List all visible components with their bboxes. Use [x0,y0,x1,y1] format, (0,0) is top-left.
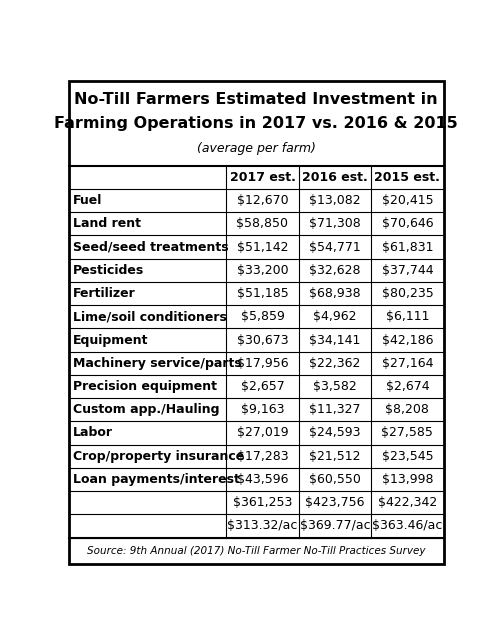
Text: $17,283: $17,283 [236,450,288,463]
Text: No-Till Farmers Estimated Investment in: No-Till Farmers Estimated Investment in [74,93,438,107]
Text: $6,111: $6,111 [386,311,429,323]
Text: 2017 est.: 2017 est. [230,171,296,184]
Text: $30,673: $30,673 [236,334,288,346]
Text: $13,998: $13,998 [382,473,433,486]
Text: Pesticides: Pesticides [72,264,144,277]
Text: 2016 est.: 2016 est. [302,171,368,184]
Text: $11,327: $11,327 [309,403,360,416]
Text: Loan payments/interest: Loan payments/interest [72,473,239,486]
Text: $34,141: $34,141 [309,334,360,346]
Text: 2015 est.: 2015 est. [374,171,440,184]
Text: $61,831: $61,831 [382,241,433,254]
Text: Labor: Labor [72,426,112,440]
Text: Seed/seed treatments: Seed/seed treatments [72,241,228,254]
Text: $54,771: $54,771 [309,241,360,254]
Text: $32,628: $32,628 [309,264,360,277]
Text: $2,674: $2,674 [386,380,429,393]
Text: Equipment: Equipment [72,334,148,346]
Text: Land rent: Land rent [72,217,140,231]
Text: $23,545: $23,545 [382,450,433,463]
Text: $27,585: $27,585 [382,426,434,440]
Text: $20,415: $20,415 [382,194,433,207]
Text: Precision equipment: Precision equipment [72,380,217,393]
Text: $58,850: $58,850 [236,217,288,231]
Text: $13,082: $13,082 [309,194,360,207]
Text: $70,646: $70,646 [382,217,433,231]
Text: $2,657: $2,657 [240,380,284,393]
Text: $43,596: $43,596 [236,473,288,486]
Text: $22,362: $22,362 [309,357,360,370]
Text: $12,670: $12,670 [236,194,288,207]
Text: $369.77/ac: $369.77/ac [300,520,370,532]
Text: $33,200: $33,200 [236,264,288,277]
Text: $361,253: $361,253 [233,497,292,509]
Text: $422,342: $422,342 [378,497,437,509]
Text: $42,186: $42,186 [382,334,433,346]
Text: $363.46/ac: $363.46/ac [372,520,442,532]
Text: (average per farm): (average per farm) [197,142,316,155]
Text: $313.32/ac: $313.32/ac [228,520,298,532]
Text: $27,164: $27,164 [382,357,433,370]
Text: $51,142: $51,142 [236,241,288,254]
Text: Farming Operations in 2017 vs. 2016 & 2015: Farming Operations in 2017 vs. 2016 & 20… [54,116,458,131]
Text: Fuel: Fuel [72,194,102,207]
Text: $37,744: $37,744 [382,264,433,277]
Text: $9,163: $9,163 [240,403,284,416]
Text: $423,756: $423,756 [305,497,364,509]
Text: $24,593: $24,593 [309,426,360,440]
Text: Lime/soil conditioners: Lime/soil conditioners [72,311,227,323]
Text: $21,512: $21,512 [309,450,360,463]
Text: Source: 9th Annual (2017) No-Till Farmer No-Till Practices Survey: Source: 9th Annual (2017) No-Till Farmer… [87,546,426,556]
Text: $71,308: $71,308 [309,217,360,231]
Text: $5,859: $5,859 [240,311,284,323]
Text: $68,938: $68,938 [309,287,360,300]
Text: $4,962: $4,962 [313,311,356,323]
Text: $27,019: $27,019 [236,426,288,440]
Text: Machinery service/parts: Machinery service/parts [72,357,241,370]
Text: $60,550: $60,550 [309,473,361,486]
Text: Crop/property insurance: Crop/property insurance [72,450,244,463]
Text: $3,582: $3,582 [313,380,356,393]
Text: $51,185: $51,185 [236,287,288,300]
Text: Fertilizer: Fertilizer [72,287,136,300]
Text: $8,208: $8,208 [386,403,430,416]
Text: $17,956: $17,956 [236,357,288,370]
Text: Custom app./Hauling: Custom app./Hauling [72,403,219,416]
Text: $80,235: $80,235 [382,287,434,300]
